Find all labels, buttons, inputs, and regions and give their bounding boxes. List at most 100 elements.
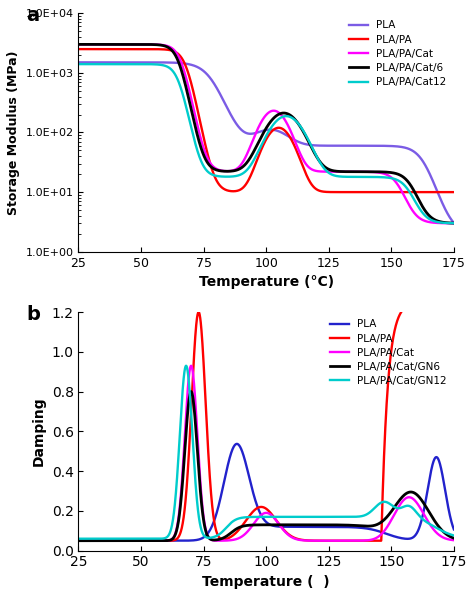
Line: PLA: PLA (79, 63, 454, 223)
PLA/PA/Cat (372, 535, 377, 542)
PLA/PA/Cat/GN12 (440, 527, 446, 535)
PLA/PA/Cat/GN12 (372, 505, 377, 512)
PLA/PA (95, 45, 100, 52)
PLA/PA/Cat12 (440, 219, 446, 226)
PLA/PA/Cat (440, 534, 446, 541)
PLA/PA/Cat12 (248, 161, 254, 168)
Y-axis label: Storage Modulus (MPa): Storage Modulus (MPa) (7, 50, 20, 215)
PLA/PA (248, 171, 254, 178)
PLA/PA/Cat (248, 523, 254, 530)
Legend: PLA, PLA/PA, PLA/PA/Cat, PLA/PA/Cat/6, PLA/PA/Cat12: PLA, PLA/PA, PLA/PA/Cat, PLA/PA/Cat/6, P… (347, 18, 449, 89)
PLA/PA/Cat (258, 119, 264, 126)
Line: PLA/PA: PLA/PA (79, 302, 454, 541)
PLA/PA/Cat12 (76, 61, 82, 68)
PLA/PA/Cat/GN12 (248, 513, 254, 520)
PLA/PA/Cat/GN12 (95, 535, 100, 542)
Y-axis label: Damping: Damping (32, 396, 46, 466)
PLA/PA/Cat12 (440, 219, 446, 226)
Line: PLA/PA/Cat/GN12: PLA/PA/Cat/GN12 (79, 366, 454, 539)
PLA/PA/Cat (451, 220, 457, 227)
PLA (451, 526, 457, 533)
PLA/PA (371, 537, 377, 544)
Line: PLA/PA/Cat/GN6: PLA/PA/Cat/GN6 (79, 392, 454, 541)
PLA/PA/Cat/6 (258, 134, 264, 141)
PLA/PA/Cat (188, 362, 194, 370)
PLA/PA/Cat (440, 219, 446, 226)
PLA/PA/Cat12 (371, 173, 377, 181)
PLA/PA/Cat/GN12 (183, 362, 189, 370)
PLA (248, 130, 254, 137)
PLA/PA/Cat/GN6 (95, 537, 100, 544)
PLA/PA/Cat/GN6 (440, 527, 446, 535)
PLA/PA/Cat/GN6 (440, 528, 446, 535)
PLA/PA/Cat12 (258, 142, 264, 150)
Line: PLA/PA/Cat: PLA/PA/Cat (79, 366, 454, 541)
PLA (248, 482, 254, 489)
PLA (440, 476, 446, 483)
PLA/PA/Cat (95, 537, 100, 544)
Text: b: b (26, 305, 40, 324)
PLA (258, 128, 264, 135)
PLA/PA/Cat/6 (76, 41, 82, 48)
PLA/PA (451, 299, 457, 306)
PLA/PA (248, 510, 254, 517)
PLA/PA/Cat (440, 219, 446, 226)
PLA/PA/Cat/6 (371, 168, 377, 175)
X-axis label: Temperature (°C): Temperature (°C) (199, 275, 334, 289)
PLA (76, 537, 82, 544)
PLA/PA (440, 299, 446, 306)
PLA (372, 526, 377, 533)
PLA/PA/Cat/GN12 (451, 532, 457, 539)
PLA/PA (440, 299, 446, 306)
PLA (440, 474, 446, 482)
PLA/PA/Cat (248, 141, 254, 148)
PLA/PA/Cat/GN6 (248, 522, 254, 529)
Line: PLA/PA/Cat12: PLA/PA/Cat12 (79, 64, 454, 223)
Text: a: a (26, 6, 39, 25)
Line: PLA/PA/Cat/6: PLA/PA/Cat/6 (79, 44, 454, 223)
PLA/PA/Cat/6 (95, 41, 100, 48)
PLA/PA/Cat/GN6 (451, 535, 457, 542)
PLA/PA/Cat/GN6 (258, 522, 264, 529)
PLA/PA/Cat/GN12 (440, 528, 446, 535)
PLA/PA (258, 147, 264, 154)
PLA (234, 440, 240, 448)
PLA/PA (397, 188, 402, 195)
PLA/PA/Cat/6 (440, 219, 446, 226)
PLA (95, 537, 100, 544)
Line: PLA/PA: PLA/PA (79, 49, 454, 192)
PLA/PA/Cat (258, 511, 264, 519)
PLA/PA (440, 188, 446, 195)
X-axis label: Temperature (  ): Temperature ( ) (202, 575, 330, 589)
PLA/PA/Cat (76, 41, 82, 48)
PLA (440, 201, 446, 208)
PLA (371, 142, 377, 150)
PLA/PA/Cat/GN12 (76, 535, 82, 542)
PLA (451, 219, 457, 226)
PLA (95, 59, 100, 66)
PLA/PA/Cat/6 (248, 153, 254, 160)
PLA/PA (258, 504, 264, 511)
PLA/PA (95, 537, 100, 544)
PLA (440, 200, 446, 207)
PLA/PA/Cat (451, 536, 457, 544)
PLA/PA/Cat (440, 534, 446, 541)
Line: PLA: PLA (79, 444, 454, 541)
PLA/PA/Cat (371, 169, 377, 176)
PLA/PA/Cat12 (95, 61, 100, 68)
PLA/PA/Cat/GN12 (258, 513, 264, 520)
PLA/PA/Cat/GN6 (76, 537, 82, 544)
PLA/PA/Cat/GN6 (372, 522, 377, 529)
PLA (76, 59, 82, 66)
PLA/PA/Cat/GN6 (188, 388, 194, 395)
PLA/PA (371, 188, 377, 195)
PLA/PA (76, 537, 82, 544)
PLA/PA/Cat/6 (440, 219, 446, 226)
PLA/PA (451, 188, 457, 195)
PLA/PA/Cat/6 (451, 219, 457, 226)
PLA/PA (440, 188, 446, 195)
Legend: PLA, PLA/PA, PLA/PA/Cat, PLA/PA/Cat/GN6, PLA/PA/Cat/GN12: PLA, PLA/PA, PLA/PA/Cat, PLA/PA/Cat/GN6,… (328, 317, 449, 388)
PLA/PA (76, 45, 82, 52)
PLA/PA/Cat (76, 537, 82, 544)
PLA/PA/Cat (95, 41, 100, 48)
